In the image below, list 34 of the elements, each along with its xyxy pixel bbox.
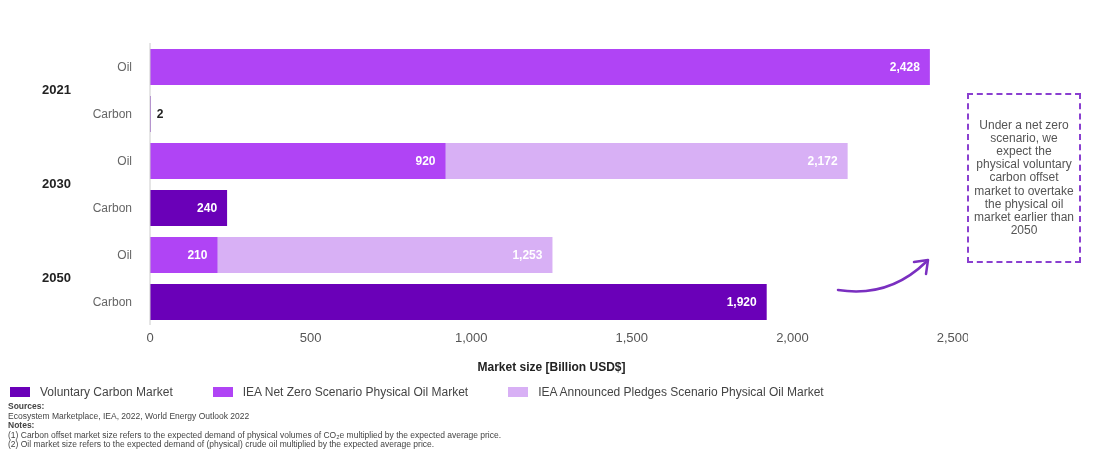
- x-tick-label: 0: [146, 330, 154, 346]
- source-note: Sources:: [8, 401, 46, 412]
- data-label: 920: [415, 154, 436, 168]
- legend-label: Voluntary Carbon Market: [40, 385, 173, 399]
- y-tick-label: Carbon: [92, 106, 132, 121]
- data-label: 2,428: [889, 60, 921, 74]
- x-tick-label: 1,500: [615, 330, 649, 346]
- text: (2) Oil market size refers to the expected demand of (physical) crude oil multiplied by the expected average price.: [8, 439, 435, 450]
- text: Ecosystem Marketplace, IEA, 2022, World Energy Outlook 2022: [8, 410, 251, 422]
- x-tick-label: 2,000: [776, 330, 809, 346]
- text: 2030: [42, 176, 71, 191]
- y-tick-label: Carbon: [92, 294, 132, 309]
- data-label: 2: [156, 107, 164, 121]
- y-tick-label: Oil: [117, 153, 132, 168]
- y-tick-label: Oil: [117, 247, 132, 262]
- y-tick-label: Carbon: [92, 200, 132, 215]
- x-tick-label: 2,500: [936, 330, 970, 346]
- text: 2050: [42, 270, 71, 285]
- text: Notes:: [8, 420, 35, 431]
- text: 2021: [42, 82, 71, 97]
- text: 2050: [1010, 223, 1038, 238]
- x-tick-label: 500: [299, 330, 322, 346]
- text: (1) Carbon offset market size refers to the expected demand of physical volumes of CO₂e multiplied by the expected average price.: [8, 429, 503, 441]
- data-label: 2,172: [807, 154, 838, 168]
- y-tick-label: Oil: [117, 59, 132, 74]
- data-label: 210: [187, 248, 208, 262]
- x-tick-label: 1,000: [454, 330, 488, 346]
- text: Under a net zero scenario, we expect the physical voluntary carbon offset market to overtake the physical oil market earlier than: [973, 117, 1075, 224]
- data-label: 1,253: [512, 248, 543, 262]
- data-label: 240: [197, 201, 218, 215]
- data-label: 1,920: [726, 295, 758, 309]
- x-axis-title: Market size [Billion USD$]: [477, 360, 626, 374]
- legend-label: IEA Net Zero Scenario Physical Oil Market: [242, 385, 469, 399]
- legend-label: IEA Announced Pledges Scenario Physical Oil Market: [538, 385, 824, 399]
